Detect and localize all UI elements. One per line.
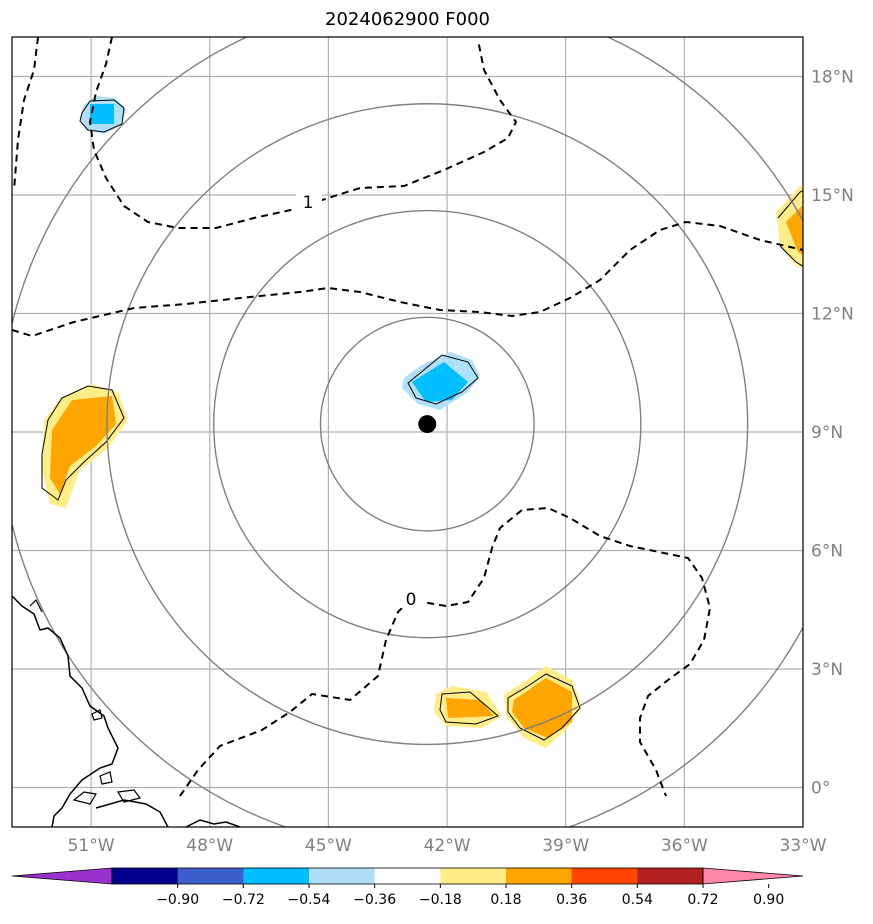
- anomaly-contour: [439, 691, 499, 725]
- storm-center-marker: [418, 415, 437, 434]
- colorbar-tick-label: 0.18: [490, 892, 521, 908]
- anomaly-patch: [786, 205, 803, 255]
- lat-label: 0°: [811, 779, 830, 799]
- lat-label: 3°N: [811, 660, 843, 680]
- colorbar-swatch: [571, 868, 638, 884]
- contour-line: [12, 220, 803, 338]
- contour-line: [13, 37, 39, 191]
- anomaly-contour: [507, 673, 581, 741]
- lat-label: 6°N: [811, 542, 843, 562]
- lon-label: 51°W: [68, 836, 115, 856]
- colorbar-swatch: [374, 868, 441, 884]
- range-ring: [319, 316, 535, 532]
- contour-label: 0: [406, 590, 417, 610]
- colorbar-swatch: [112, 868, 179, 884]
- range-rings: [12, 37, 803, 827]
- colorbar-swatch: [309, 868, 376, 884]
- anomaly-patch: [90, 104, 114, 124]
- range-ring: [106, 103, 749, 746]
- range-ring: [213, 209, 642, 639]
- coastline: [12, 595, 241, 827]
- latitude-labels: 0° 3°N 6°N 9°N 12°N 15°N 18°N: [811, 68, 854, 799]
- contour-line: [179, 506, 712, 797]
- colorbar-swatch: [506, 868, 573, 884]
- contour-label-bg: [296, 192, 322, 212]
- contour-label: 1: [303, 193, 314, 213]
- colorbar-tick-label: 0.72: [687, 892, 718, 908]
- colorbar-tick-label: 0.36: [556, 892, 587, 908]
- anomaly-contour: [41, 385, 125, 501]
- colorbar-tick-label: −0.36: [353, 892, 396, 908]
- colorbar-tick-label: −0.72: [222, 892, 265, 908]
- colorbar-outline: [111, 867, 704, 885]
- anomaly-contour: [407, 354, 479, 405]
- anomaly-contour: [777, 189, 803, 267]
- map-frame: [11, 36, 804, 828]
- lat-label: 9°N: [811, 423, 843, 443]
- coastline-path: [29, 598, 43, 613]
- colorbar: [11, 867, 804, 885]
- island-outline: [117, 789, 142, 803]
- anomaly-patch: [50, 396, 116, 494]
- lon-label: 48°W: [186, 836, 233, 856]
- colorbar-tick-label: −0.18: [419, 892, 462, 908]
- anomaly-patch: [446, 698, 494, 718]
- colorbar-swatch: [243, 868, 310, 884]
- contour-line: [88, 37, 518, 229]
- colorbar-tick-label: −0.90: [156, 892, 199, 908]
- lon-label: 39°W: [542, 836, 589, 856]
- colorbar-swatch: [440, 868, 507, 884]
- contour-label-bg: [398, 588, 424, 608]
- coastline-path: [95, 799, 169, 827]
- coastline-path: [185, 819, 241, 827]
- island-outline: [91, 709, 103, 721]
- lon-label: 36°W: [661, 836, 708, 856]
- colorbar-swatch: [637, 868, 704, 884]
- anomaly-contour: [79, 99, 125, 133]
- lat-label: 15°N: [811, 186, 854, 206]
- lon-label: 42°W: [424, 836, 471, 856]
- lat-label: 12°N: [811, 305, 854, 325]
- colorbar-tick-label: 0.90: [753, 892, 784, 908]
- colorbar-extend-high: [702, 867, 804, 885]
- colorbar-extend-low: [11, 867, 113, 885]
- anomaly-patch: [512, 678, 572, 738]
- island-outline: [99, 771, 113, 785]
- anomaly-patch: [412, 362, 468, 402]
- colorbar-labels: −0.90 −0.72 −0.54 −0.36 −0.18 0.18 0.36 0.54 0.7…: [156, 884, 784, 908]
- dashed-contours: [12, 37, 803, 797]
- lat-label: 18°N: [811, 68, 854, 88]
- lon-label: 45°W: [305, 836, 352, 856]
- map-title: 2024062900 F000: [325, 9, 490, 30]
- colorbar-tick-label: −0.54: [288, 892, 331, 908]
- lon-label: 33°W: [780, 836, 827, 856]
- colorbar-tick-label: 0.54: [622, 892, 653, 908]
- longitude-labels: 51°W 48°W 45°W 42°W 39°W 36°W 33°W: [68, 836, 827, 856]
- colorbar-swatch: [177, 868, 244, 884]
- island-outline: [72, 791, 97, 805]
